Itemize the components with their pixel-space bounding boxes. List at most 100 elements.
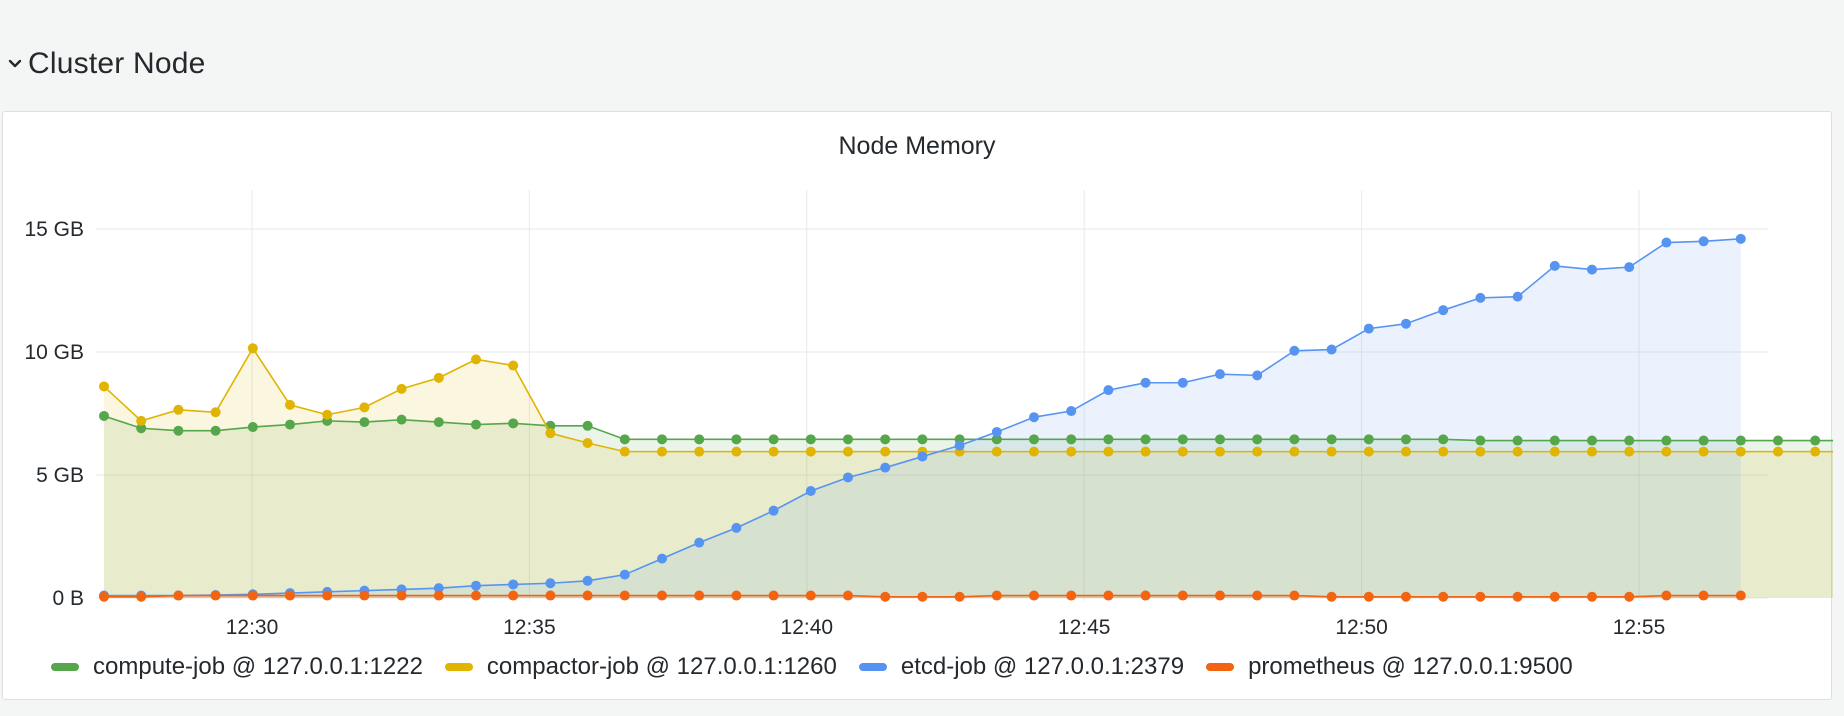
data-point[interactable] (917, 434, 928, 445)
data-point[interactable] (694, 537, 705, 548)
data-point[interactable] (508, 590, 519, 601)
data-point[interactable] (582, 590, 593, 601)
data-point[interactable] (954, 591, 965, 602)
series-3[interactable] (99, 590, 1746, 602)
data-point[interactable] (843, 434, 853, 445)
data-point[interactable] (1029, 434, 1039, 445)
data-point[interactable] (1363, 434, 1374, 445)
data-point[interactable] (917, 451, 928, 462)
data-point[interactable] (991, 590, 1002, 601)
data-point[interactable] (1066, 406, 1077, 417)
data-point[interactable] (582, 420, 593, 431)
legend-item-3[interactable]: prometheus @ 127.0.0.1:9500 (1206, 653, 1573, 681)
panel-title[interactable]: Node Memory (838, 132, 996, 160)
data-point[interactable] (1326, 591, 1337, 602)
data-point[interactable] (1735, 446, 1746, 457)
data-point[interactable] (1029, 412, 1039, 423)
data-point[interactable] (1140, 446, 1151, 457)
data-point[interactable] (1029, 590, 1039, 601)
data-point[interactable] (694, 446, 705, 457)
data-point[interactable] (1103, 590, 1114, 601)
data-point[interactable] (1401, 591, 1411, 602)
data-point[interactable] (657, 590, 667, 601)
data-point[interactable] (210, 425, 221, 436)
legend-item-0[interactable]: compute-job @ 127.0.0.1:1222 (51, 653, 423, 681)
data-point[interactable] (1587, 446, 1597, 457)
data-point[interactable] (1661, 237, 1672, 248)
data-point[interactable] (1549, 591, 1560, 602)
data-point[interactable] (396, 383, 407, 394)
data-point[interactable] (136, 591, 147, 602)
data-point[interactable] (768, 590, 779, 601)
data-point[interactable] (1401, 446, 1411, 457)
data-point[interactable] (1624, 591, 1635, 602)
data-point[interactable] (471, 419, 481, 430)
data-point[interactable] (1587, 264, 1597, 275)
data-point[interactable] (1661, 435, 1672, 446)
data-point[interactable] (731, 434, 742, 445)
data-point[interactable] (1475, 435, 1486, 446)
data-point[interactable] (1140, 590, 1151, 601)
data-point[interactable] (657, 446, 667, 457)
data-point[interactable] (1177, 377, 1188, 388)
data-point[interactable] (285, 590, 295, 601)
data-point[interactable] (1773, 446, 1783, 457)
data-point[interactable] (1252, 370, 1263, 381)
data-point[interactable] (1698, 435, 1709, 446)
data-point[interactable] (1289, 345, 1300, 356)
data-point[interactable] (1438, 446, 1449, 457)
data-point[interactable] (1549, 446, 1560, 457)
data-point[interactable] (1438, 305, 1449, 316)
data-point[interactable] (210, 590, 221, 601)
data-point[interactable] (1512, 591, 1523, 602)
data-point[interactable] (843, 590, 853, 601)
data-point[interactable] (1326, 434, 1337, 445)
data-point[interactable] (1773, 435, 1783, 446)
data-point[interactable] (805, 446, 816, 457)
data-point[interactable] (991, 426, 1002, 437)
data-point[interactable] (1624, 446, 1635, 457)
data-point[interactable] (991, 446, 1002, 457)
data-point[interactable] (99, 381, 109, 392)
data-point[interactable] (508, 360, 519, 371)
data-point[interactable] (508, 579, 519, 590)
data-point[interactable] (1624, 262, 1635, 273)
data-point[interactable] (173, 590, 184, 601)
data-point[interactable] (843, 472, 853, 483)
data-point[interactable] (1326, 446, 1337, 457)
chevron-down-icon[interactable] (6, 55, 24, 73)
data-point[interactable] (173, 425, 184, 436)
data-point[interactable] (619, 569, 630, 580)
data-point[interactable] (694, 590, 705, 601)
data-point[interactable] (433, 417, 444, 428)
data-point[interactable] (471, 590, 481, 601)
data-point[interactable] (322, 409, 333, 420)
data-point[interactable] (1177, 446, 1188, 457)
data-point[interactable] (285, 419, 295, 430)
data-point[interactable] (1252, 434, 1263, 445)
row-header-cluster-node[interactable]: Cluster Node (6, 44, 205, 84)
data-point[interactable] (843, 446, 853, 457)
data-point[interactable] (1326, 344, 1337, 355)
data-point[interactable] (768, 505, 779, 516)
data-point[interactable] (1215, 590, 1225, 601)
data-point[interactable] (731, 522, 742, 533)
data-point[interactable] (1587, 591, 1597, 602)
data-point[interactable] (433, 590, 444, 601)
data-point[interactable] (173, 404, 184, 415)
data-point[interactable] (1252, 446, 1263, 457)
data-point[interactable] (99, 410, 109, 421)
data-point[interactable] (880, 462, 891, 473)
data-point[interactable] (694, 434, 705, 445)
data-point[interactable] (1029, 446, 1039, 457)
data-point[interactable] (1066, 446, 1077, 457)
data-point[interactable] (1475, 292, 1486, 303)
data-point[interactable] (1401, 434, 1411, 445)
data-point[interactable] (768, 434, 779, 445)
data-point[interactable] (657, 434, 667, 445)
data-point[interactable] (657, 553, 667, 564)
data-point[interactable] (1289, 446, 1300, 457)
data-point[interactable] (1475, 591, 1486, 602)
data-point[interactable] (582, 575, 593, 586)
data-point[interactable] (285, 399, 295, 410)
